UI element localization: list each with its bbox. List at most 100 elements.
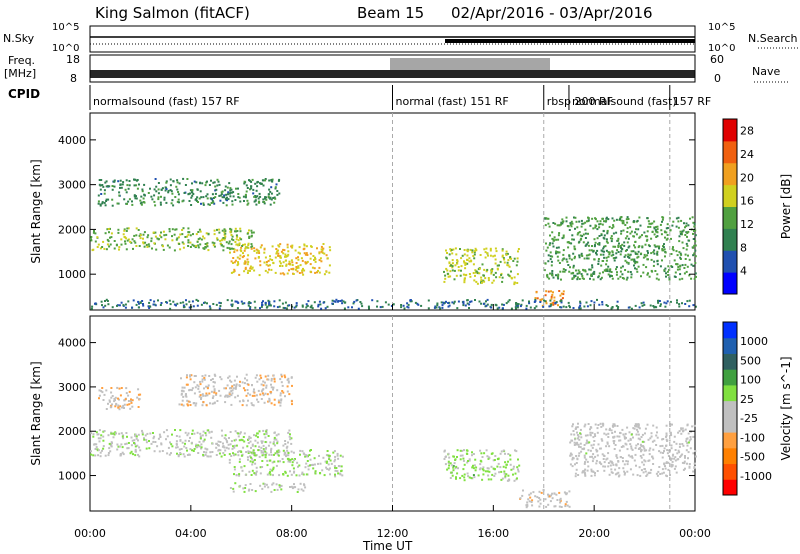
data-cell — [295, 305, 298, 308]
data-cell — [172, 180, 175, 183]
data-cell — [504, 452, 506, 455]
data-cell — [332, 451, 335, 454]
beam-label: Beam 15 — [357, 4, 424, 22]
data-cell — [487, 474, 490, 477]
data-cell — [623, 241, 626, 244]
data-cell — [642, 445, 645, 448]
data-cell — [630, 445, 633, 448]
data-cell — [135, 245, 138, 247]
data-cell — [447, 452, 450, 455]
data-cell — [671, 224, 674, 227]
data-cell — [231, 303, 234, 306]
data-cell — [549, 500, 552, 503]
data-cell — [636, 253, 639, 256]
data-cell — [626, 463, 629, 466]
data-cell — [295, 257, 298, 260]
data-cell — [246, 246, 249, 249]
data-cell — [273, 431, 276, 434]
data-cell — [668, 268, 670, 271]
data-cell — [229, 387, 232, 389]
data-cell — [286, 390, 289, 393]
data-cell — [312, 467, 315, 470]
data-region — [569, 422, 697, 478]
data-cell — [683, 267, 686, 269]
data-cell — [199, 383, 202, 386]
data-cell — [291, 403, 293, 406]
data-cell — [220, 243, 223, 245]
data-cell — [559, 497, 562, 500]
data-cell — [265, 483, 268, 486]
data-cell — [570, 433, 573, 436]
data-cell — [152, 440, 155, 443]
data-cell — [199, 230, 202, 233]
data-cell — [210, 202, 213, 204]
data-cell — [552, 276, 555, 279]
data-cell — [184, 442, 186, 445]
data-cell — [247, 302, 250, 305]
data-cell — [605, 249, 608, 252]
data-cell — [691, 425, 694, 428]
data-cell — [250, 247, 253, 250]
colorbar-tick-label: 16 — [740, 195, 754, 208]
data-cell — [574, 227, 576, 230]
data-cell — [302, 273, 305, 276]
data-cell — [581, 275, 584, 277]
data-cell — [213, 245, 216, 248]
data-cell — [247, 269, 250, 272]
data-cell — [361, 305, 364, 308]
data-cell — [224, 232, 227, 235]
data-cell — [557, 234, 560, 237]
data-cell — [590, 249, 593, 252]
data-cell — [242, 255, 245, 258]
data-cell — [451, 262, 454, 265]
data-cell — [694, 262, 697, 264]
data-cell — [204, 432, 207, 435]
data-cell — [217, 449, 220, 452]
data-cell — [663, 447, 666, 450]
data-cell — [254, 182, 257, 185]
data-cell — [176, 179, 179, 182]
data-cell — [334, 466, 336, 469]
data-cell — [274, 256, 277, 259]
data-cell — [169, 178, 172, 181]
data-cell — [490, 306, 493, 309]
data-cell — [674, 449, 677, 451]
data-cell — [574, 216, 577, 219]
data-cell — [579, 428, 582, 431]
data-cell — [337, 472, 340, 475]
data-cell — [234, 199, 237, 201]
data-cell — [261, 466, 264, 468]
data-cell — [288, 260, 291, 263]
data-cell — [677, 449, 680, 452]
data-cell — [334, 473, 336, 476]
data-cell — [466, 262, 469, 265]
data-cell — [680, 231, 683, 234]
data-cell — [619, 431, 621, 434]
data-cell — [249, 307, 252, 310]
data-cell — [201, 434, 204, 437]
colorbar-tick-label: 12 — [740, 218, 754, 231]
data-cell — [681, 427, 684, 430]
data-cell — [253, 200, 256, 203]
data-cell — [667, 455, 670, 457]
data-cell — [410, 300, 413, 303]
data-cell — [509, 256, 512, 258]
data-cell — [215, 442, 218, 445]
data-cell — [226, 246, 229, 249]
data-cell — [675, 263, 678, 266]
data-cell — [558, 505, 561, 508]
data-cell — [653, 252, 656, 255]
data-cell — [262, 444, 265, 447]
data-cell — [127, 447, 130, 450]
data-cell — [103, 393, 106, 396]
data-cell — [242, 446, 245, 449]
data-cell — [178, 243, 181, 245]
data-cell — [685, 225, 688, 228]
data-cell — [190, 389, 193, 392]
data-cell — [579, 432, 582, 435]
data-cell — [273, 300, 276, 303]
data-cell — [152, 432, 154, 434]
data-cell — [661, 456, 664, 459]
data-cell — [573, 216, 575, 219]
data-cell — [141, 431, 144, 434]
